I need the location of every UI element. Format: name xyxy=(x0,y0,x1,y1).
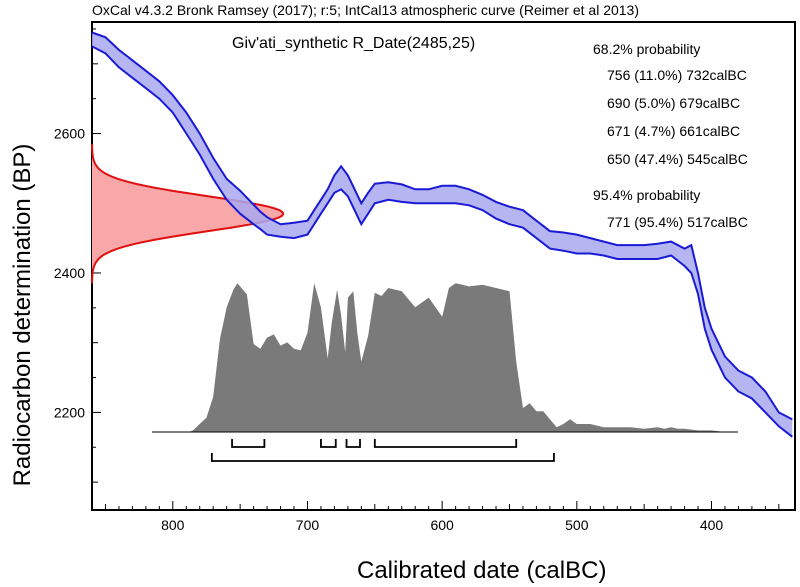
radiocarbon-curve xyxy=(91,144,285,284)
y-tick-label: 2600 xyxy=(54,126,85,142)
range-bracket-68 xyxy=(320,439,337,448)
chart-title: Giv'ati_synthetic R_Date(2485,25) xyxy=(232,35,475,52)
p68-heading: 68.2% probability xyxy=(593,41,700,57)
p68-range-3: 671 (4.7%) 661calBC xyxy=(607,123,740,139)
x-tick-label: 500 xyxy=(565,517,589,533)
chart-header: OxCal v4.3.2 Bronk Ramsey (2017); r:5; I… xyxy=(92,2,639,18)
y-tick-label: 2400 xyxy=(54,265,85,281)
y-tick-label: 2200 xyxy=(54,404,85,420)
range-bracket-68 xyxy=(373,439,518,448)
p95-range-1: 771 (95.4%) 517calBC xyxy=(607,214,748,230)
x-tick-label: 600 xyxy=(430,517,454,533)
p68-range-4: 650 (47.4%) 545calBC xyxy=(607,151,748,167)
x-tick-label: 700 xyxy=(296,517,320,533)
range-bracket-95 xyxy=(210,453,555,462)
posterior-distribution xyxy=(189,283,732,432)
calibration-lower xyxy=(91,45,793,438)
radiocarbon-distribution xyxy=(92,144,284,284)
range-bracket-68 xyxy=(231,439,266,448)
calibration-upper xyxy=(91,31,793,421)
y-axis-title: Radiocarbon determination (BP) xyxy=(9,144,36,487)
x-axis-title: Calibrated date (calBC) xyxy=(357,557,606,584)
p95-heading: 95.4% probability xyxy=(593,187,700,203)
probability-legend: 68.2% probability 756 (11.0%) 732calBC 6… xyxy=(593,41,748,230)
x-tick-label: 800 xyxy=(161,517,185,533)
plot-area xyxy=(91,31,793,462)
x-axis: 800 700 600 500 400 xyxy=(104,501,780,533)
x-tick-label: 400 xyxy=(700,517,724,533)
p68-range-1: 756 (11.0%) 732calBC xyxy=(607,67,747,83)
range-bracket-68 xyxy=(345,439,361,448)
p68-range-2: 690 (5.0%) 679calBC xyxy=(607,95,740,111)
